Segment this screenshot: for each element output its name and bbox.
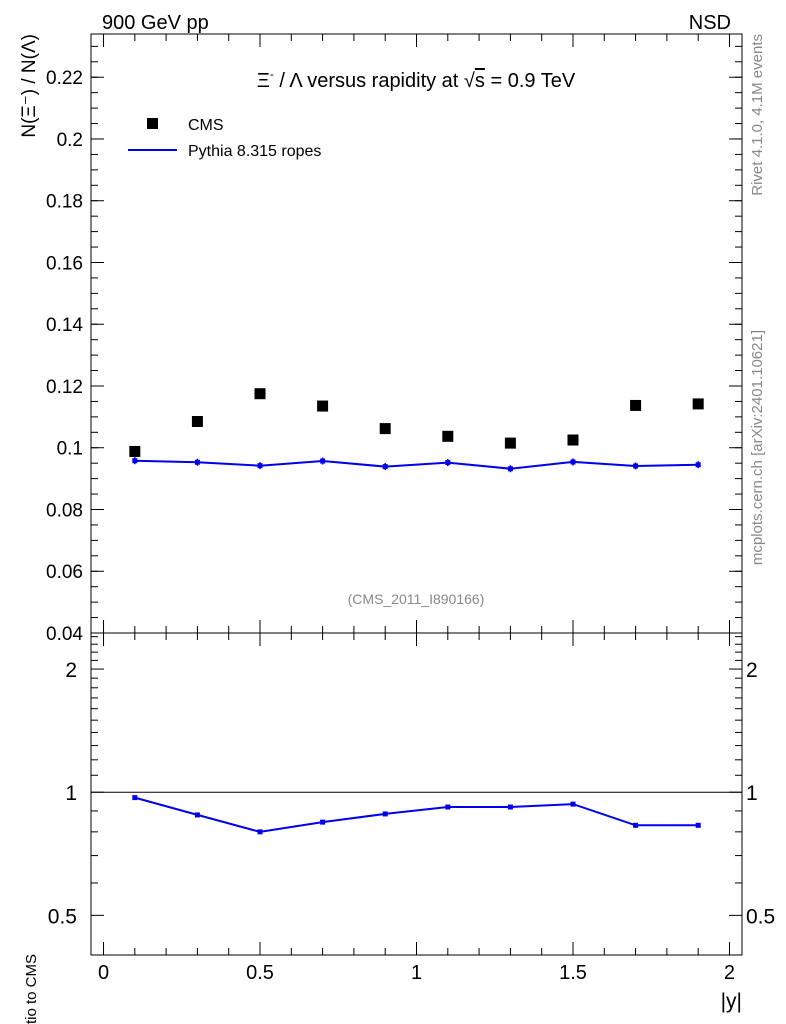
main-title: Ξ- / Λ versus rapidity at √s = 0.9 TeV [257, 67, 576, 92]
main-ytick-label: 0.22 [46, 68, 83, 89]
analysis-tag: (CMS_2011_I890166) [348, 591, 485, 607]
x-tick-label: 0.5 [246, 962, 274, 984]
main-ytick-label: 0.1 [57, 439, 83, 460]
main-ytick-label: 0.12 [46, 377, 83, 398]
pythia-point [695, 462, 701, 468]
ratio-pythia-point [507, 804, 513, 810]
ratio-pythia-point [194, 812, 200, 818]
ratio-data-marks [91, 791, 742, 835]
ratio-ytick-label: 2 [65, 659, 77, 682]
title-xi: Ξ [257, 70, 270, 92]
x-tick-label: 1.5 [559, 962, 587, 984]
pythia-line [134, 459, 699, 470]
main-ytick-label: 0.2 [57, 130, 83, 151]
cms-point [191, 415, 203, 427]
ratio-pythia-point [132, 795, 138, 801]
title-energy: = 0.9 TeV [485, 70, 576, 92]
ratio-pythia-point [445, 804, 451, 810]
pythia-point [132, 458, 138, 464]
x-axis-label: |y| [721, 990, 742, 1013]
cms-point [317, 400, 329, 412]
main-y-axis: 0.04 0.06 0.08 0.1 0.12 0.14 0.16 0.18 0.2 0.22 [46, 45, 742, 645]
x-tick-label: 1 [411, 962, 422, 984]
ratio-pythia-point [257, 829, 263, 835]
main-ytick-label: 0.16 [46, 253, 83, 274]
mcplots-label: mcplots.cern.ch [arXiv:2401.10621] [749, 330, 766, 565]
pythia-point [445, 460, 451, 466]
title-s: s [475, 70, 485, 92]
title-rest: / Λ versus rapidity at [274, 70, 464, 92]
pythia-point [257, 463, 263, 469]
ratio-pythia-point [570, 801, 576, 807]
pythia-point [507, 466, 513, 472]
ratio-panel-frame [90, 632, 743, 956]
legend: CMS Pythia 8.315 ropes [128, 117, 321, 160]
ratio-ytick-label-right: 1 [746, 782, 758, 805]
main-ylabel: N(Ξ⁻) / N(Λ) [19, 34, 40, 138]
cms-point [504, 437, 516, 449]
main-ytick-label: 0.14 [46, 315, 83, 336]
energy-label: 900 GeV pp [102, 12, 209, 34]
x-axis-ticks: 0 0.5 1 1.5 2 [98, 34, 735, 984]
cms-point [254, 388, 266, 400]
title-sqrt: √ [464, 70, 475, 92]
legend-cms-label: CMS [188, 117, 224, 134]
cms-point [630, 399, 642, 411]
pythia-point [320, 458, 326, 464]
pythia-point [570, 459, 576, 465]
ratio-pythia-point [320, 819, 326, 825]
ratio-y-axis: 0.5 0.5 1 1 2 2 [48, 636, 775, 956]
main-ytick-label: 0.08 [46, 500, 83, 521]
x-tick-label: 0 [98, 962, 109, 984]
main-ytick-label: 0.06 [46, 562, 83, 583]
ratio-pythia-point [695, 822, 701, 828]
legend-cms-marker [147, 118, 158, 129]
process-label: NSD [689, 12, 731, 34]
ratio-pythia-point [633, 822, 639, 828]
x-tick-label: 2 [724, 962, 735, 984]
ratio-ytick-label-right: 0.5 [746, 905, 775, 928]
ratio-ytick-label-right: 2 [746, 659, 758, 682]
ratio-ytick-label: 0.5 [48, 905, 77, 928]
legend-pythia-label: Pythia 8.315 ropes [188, 143, 321, 160]
pythia-point [194, 459, 200, 465]
rivet-events-label: Rivet 4.1.0, 4.1M events [749, 34, 766, 196]
cms-point [692, 398, 704, 410]
pythia-point [382, 464, 388, 470]
main-data-marks [129, 388, 704, 473]
main-ytick-label: 0.04 [46, 624, 83, 645]
ratio-pythia-point [382, 811, 388, 817]
main-ytick-label: 0.18 [46, 192, 83, 213]
pythia-point [633, 463, 639, 469]
ratio-ytick-label: 1 [65, 782, 77, 805]
title-text: Ξ- / Λ versus rapidity at √s = 0.9 TeV [257, 67, 576, 92]
cms-point [379, 423, 391, 435]
cms-point [442, 430, 454, 442]
ratio-pythia-line [134, 796, 699, 833]
title-xi-charge: - [270, 67, 274, 81]
cms-point [129, 445, 141, 457]
cms-point [567, 434, 579, 446]
ratio-ylabel: Ratio to CMS [23, 954, 40, 1024]
